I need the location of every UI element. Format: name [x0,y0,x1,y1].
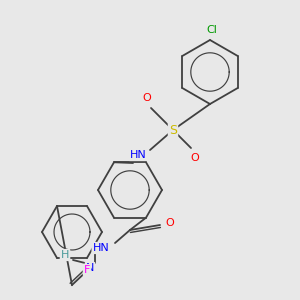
Text: O: O [190,153,200,163]
Text: F: F [84,265,90,275]
Text: O: O [142,93,152,103]
Text: S: S [169,124,177,136]
Text: H: H [61,250,69,260]
Text: HN: HN [93,243,110,253]
Text: N: N [86,263,94,273]
Text: Cl: Cl [207,25,218,35]
Text: HN: HN [130,150,146,160]
Text: O: O [166,218,174,228]
